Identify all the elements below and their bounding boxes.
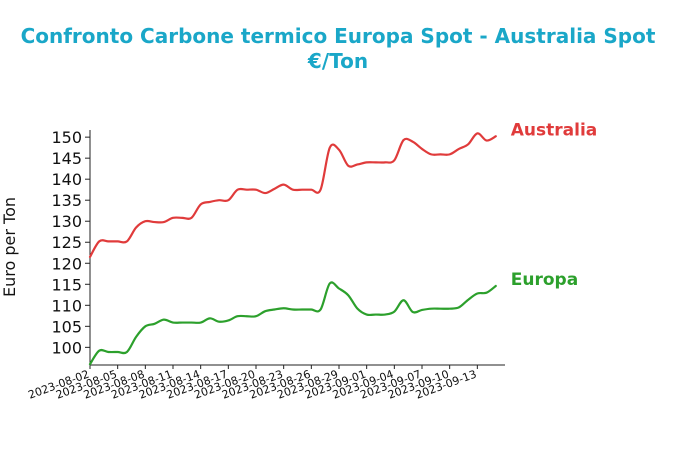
chart-title-line-1: Confronto Carbone termico Europa Spot - … bbox=[21, 24, 656, 48]
y-ticks: 100 105 110 115 120 125 130 135 140 145 150 bbox=[51, 128, 90, 357]
series-line-australia bbox=[88, 132, 497, 259]
series-label-australia: Australia bbox=[511, 120, 598, 140]
y-tick-label: 145 bbox=[51, 149, 82, 168]
y-tick-label: 150 bbox=[51, 128, 82, 147]
chart-title-line-2: €/Ton bbox=[307, 49, 368, 73]
y-tick-label: 130 bbox=[51, 212, 82, 231]
series-labels: Australia Europa bbox=[511, 120, 598, 290]
series-lines bbox=[88, 132, 497, 366]
y-tick-label: 135 bbox=[51, 191, 82, 210]
series-label-europa: Europa bbox=[511, 270, 578, 290]
y-tick-label: 125 bbox=[51, 233, 82, 252]
y-tick-label: 115 bbox=[51, 275, 82, 294]
chart-title: Confronto Carbone termico Europa Spot - … bbox=[21, 24, 656, 73]
y-tick-label: 120 bbox=[51, 254, 82, 273]
y-tick-label: 110 bbox=[51, 296, 82, 315]
y-tick-label: 140 bbox=[51, 170, 82, 189]
y-tick-label: 105 bbox=[51, 317, 82, 336]
y-tick-label: 100 bbox=[51, 338, 82, 357]
series-line-europa bbox=[88, 281, 497, 366]
y-axis-label: Euro per Ton bbox=[0, 197, 19, 297]
axes bbox=[89, 130, 505, 366]
x-ticks: 2023-08-022023-08-052023-08-082023-08-11… bbox=[26, 365, 478, 402]
